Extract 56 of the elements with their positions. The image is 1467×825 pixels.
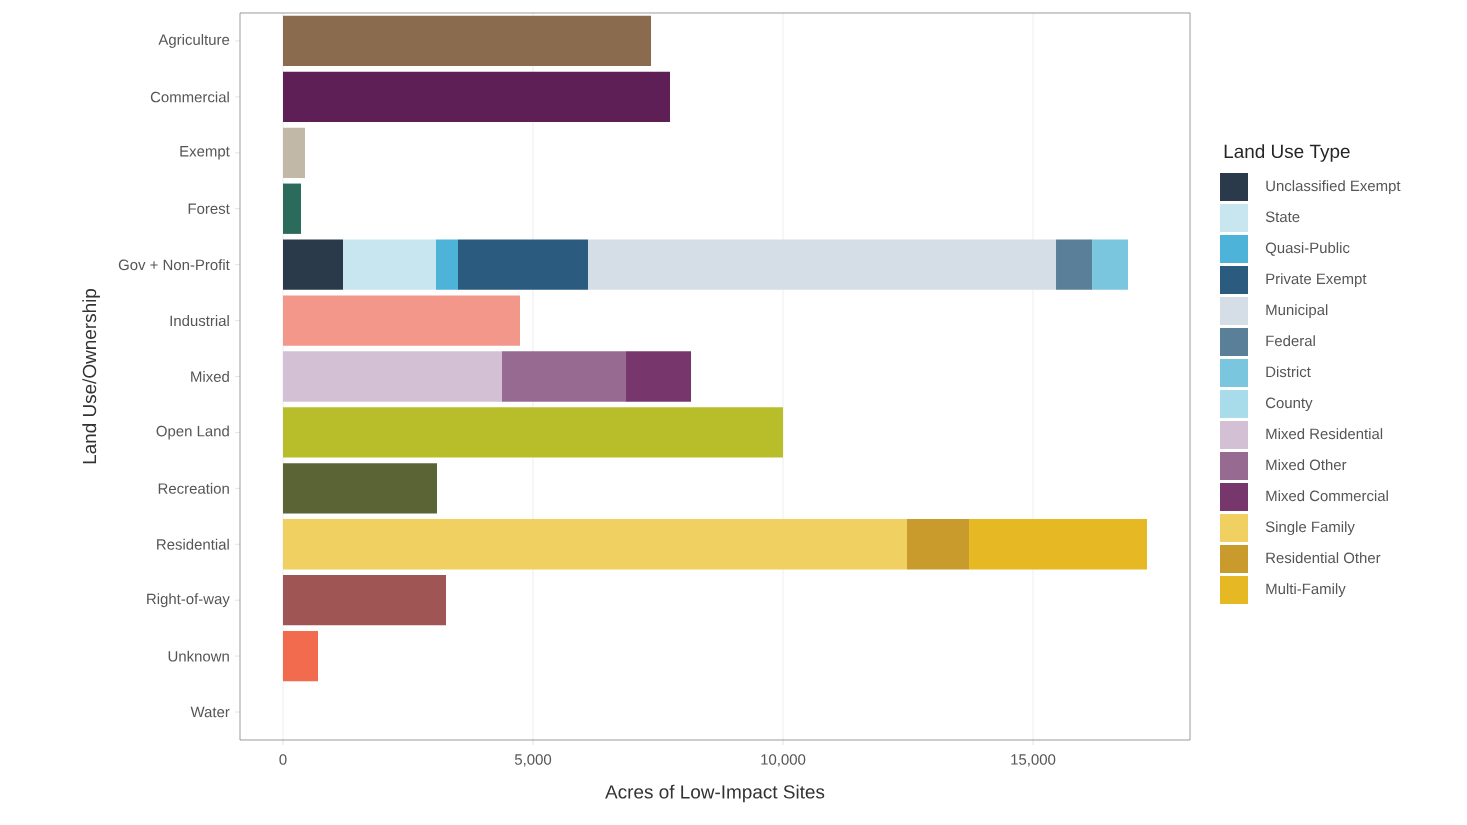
y-tick-label: Open Land (156, 425, 229, 440)
x-tick-label: 15,000 (1011, 754, 1056, 767)
bar (502, 351, 627, 402)
bar (1092, 239, 1129, 290)
bar (283, 575, 447, 626)
bar (969, 519, 1148, 570)
legend-label: District (1266, 366, 1311, 378)
legend-label: Single Family (1265, 521, 1355, 536)
legend-label: Multi-Family (1266, 583, 1346, 598)
legend-title: Land Use Type (1224, 144, 1350, 162)
legend-label: Federal (1266, 335, 1315, 347)
y-tick-label: Right-of-way (147, 593, 230, 608)
bar (283, 295, 521, 346)
bar (626, 351, 692, 402)
bar (283, 463, 438, 514)
legend-label: Quasi-Public (1265, 242, 1350, 256)
legend-label: Municipal (1266, 304, 1328, 319)
y-tick-label: Unknown (168, 650, 229, 662)
x-tick-label: 5,000 (514, 754, 552, 767)
legend-label: Mixed Other (1266, 459, 1347, 471)
bar (283, 519, 908, 570)
x-axis-title: Acres of Low-Impact Sites (605, 784, 825, 803)
x-tick-label: 10,000 (761, 754, 806, 767)
bar (283, 15, 652, 67)
y-tick-label: Gov + Non-Profit (118, 259, 230, 271)
bar (283, 127, 305, 178)
y-axis-title: Land Use/Ownership (82, 288, 100, 464)
bar (588, 239, 1057, 290)
y-tick-label: Agriculture (158, 33, 230, 48)
y-tick-label: Mixed (191, 371, 229, 382)
bar (283, 183, 301, 234)
y-tick-label: Residential (157, 538, 229, 550)
bar (458, 239, 589, 290)
x-tick-label: 0 (279, 754, 287, 765)
legend-label: State (1265, 211, 1300, 223)
y-tick-label: Industrial (170, 315, 229, 327)
y-tick-label: Water (190, 706, 230, 718)
bar (343, 239, 437, 290)
y-tick-label: Forest (188, 203, 230, 214)
bar (436, 239, 459, 290)
bar (283, 239, 344, 290)
legend-label: Mixed Commercial (1266, 490, 1388, 502)
legend-label: Private Exempt (1266, 273, 1367, 288)
legend-label: Mixed Residential (1266, 428, 1383, 440)
bar (283, 351, 503, 402)
bar (283, 630, 318, 682)
legend-label: Unclassified Exempt (1266, 180, 1401, 195)
y-tick-label: Commercial (150, 91, 229, 103)
legend-label: Residential Other (1266, 552, 1381, 564)
bar (907, 519, 970, 570)
bar (1056, 239, 1093, 290)
y-tick-label: Recreation (158, 482, 229, 494)
legend-label: County (1265, 397, 1313, 412)
bar (283, 71, 671, 123)
bar (283, 407, 784, 458)
y-tick-label: Exempt (180, 146, 230, 160)
